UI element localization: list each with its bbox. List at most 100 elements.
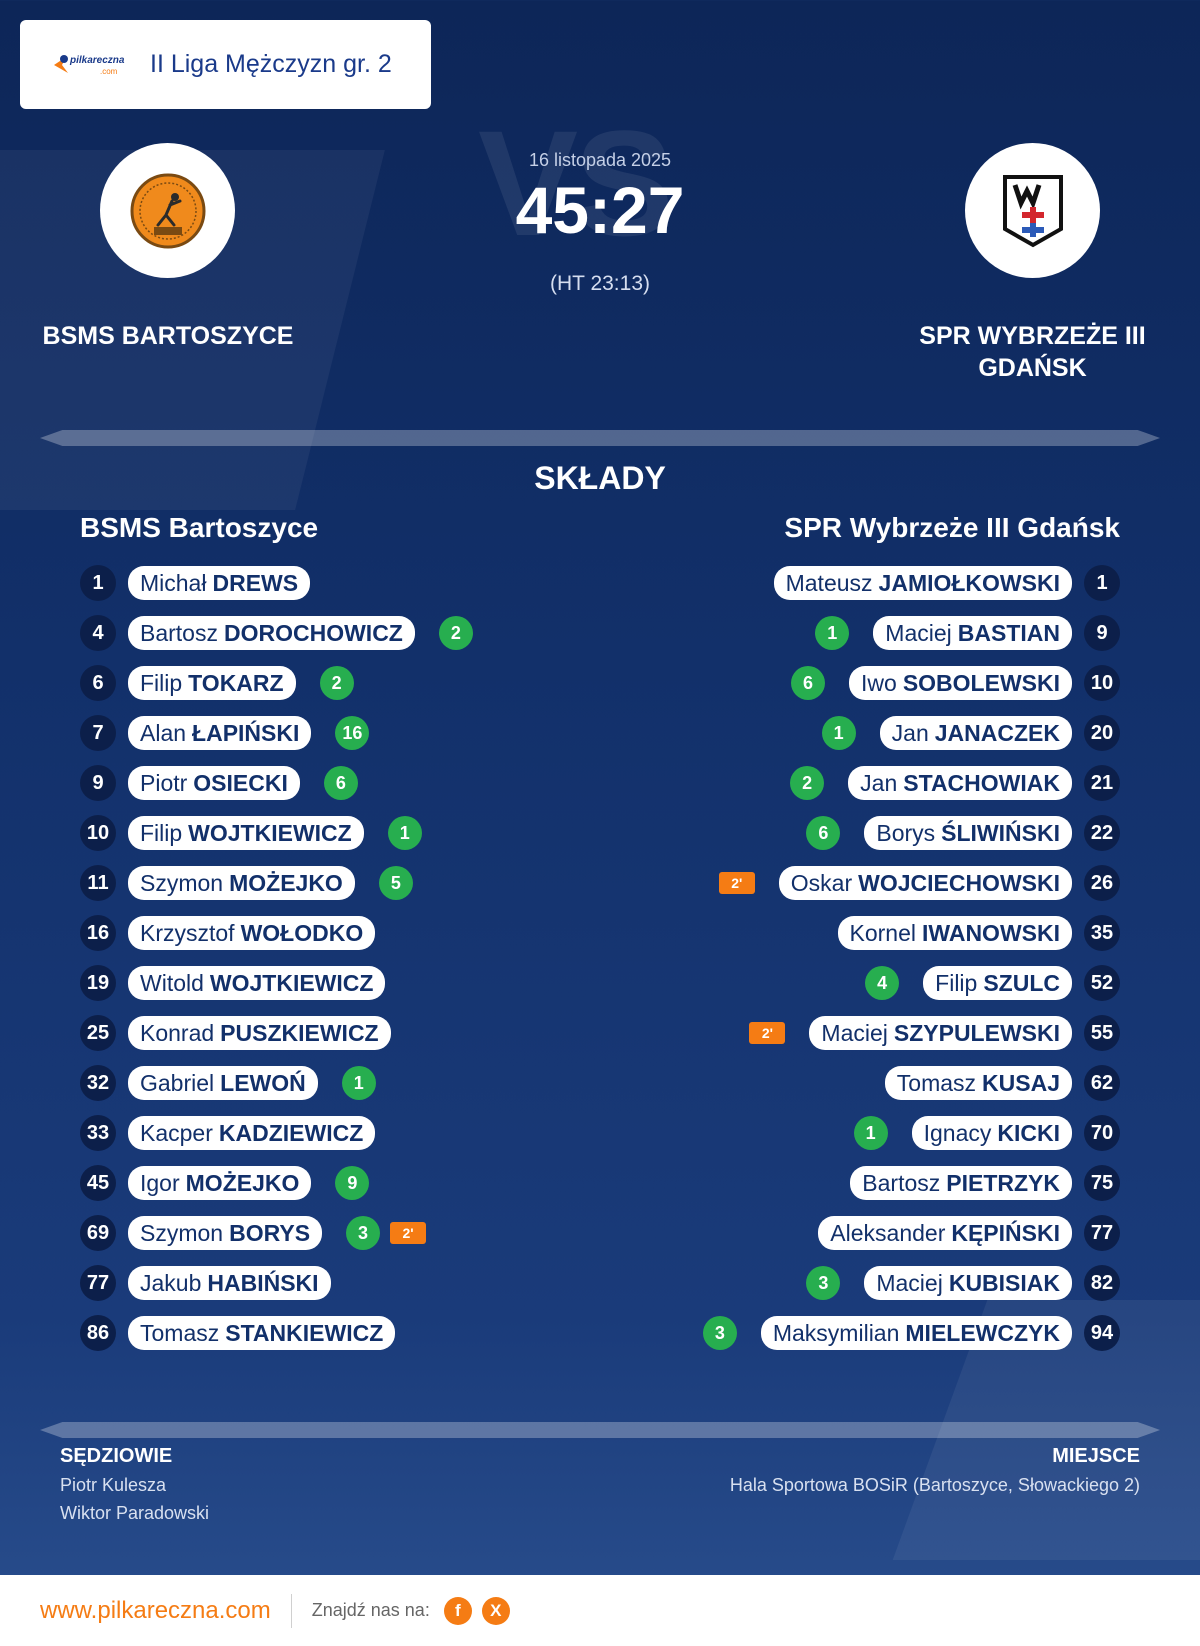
player-row: 6 Filip TOKARZ 2	[80, 658, 473, 708]
player-row: 19 Witold WOJTKIEWICZ	[80, 958, 473, 1008]
player-row: Mateusz JAMIOŁKOWSKI 1	[703, 558, 1120, 608]
x-icon[interactable]: X	[481, 1596, 510, 1625]
player-row: 3 Maksymilian MIELEWCZYK 94	[702, 1308, 1120, 1358]
player-first-name: Mateusz	[785, 569, 873, 596]
website-link[interactable]: www.pilkareczna.com	[40, 1596, 271, 1624]
player-number: 19	[80, 965, 116, 1001]
player-number: 1	[80, 565, 116, 601]
player-last-name: TOKARZ	[188, 669, 284, 696]
player-number: 22	[1084, 815, 1120, 851]
player-name: Filip SZULC	[923, 966, 1072, 1000]
section-title: SKŁADY	[534, 460, 666, 496]
player-row: 1 Jan JANACZEK 20	[703, 708, 1120, 758]
player-last-name: WOJCIECHOWSKI	[858, 869, 1060, 896]
away-team-crest	[965, 143, 1100, 278]
player-name: Ignacy KICKI	[911, 1116, 1072, 1150]
player-last-name: WOJTKIEWICZ	[209, 969, 374, 996]
venue-title: MIEJSCE	[1052, 1445, 1140, 1467]
player-row: 77 Jakub HABIŃSKI	[80, 1258, 473, 1308]
find-us-label: Znajdź nas na:	[311, 1600, 430, 1620]
away-lineup: Mateusz JAMIOŁKOWSKI 1 1 Maciej BASTIAN 9 6 Iwo S…	[702, 558, 1120, 1358]
player-name: Iwo SOBOLEWSKI	[849, 666, 1072, 700]
player-name: Kacper KADZIEWICZ	[128, 1116, 376, 1150]
player-first-name: Filip	[140, 819, 183, 846]
player-last-name: DREWS	[212, 569, 299, 596]
player-number: 70	[1084, 1115, 1120, 1151]
player-number: 32	[80, 1065, 116, 1101]
player-name: Mateusz JAMIOŁKOWSKI	[773, 566, 1072, 600]
goals-badge: 1	[815, 616, 850, 650]
player-last-name: SOBOLEWSKI	[902, 669, 1060, 696]
player-last-name: OSIECKI	[193, 769, 288, 796]
player-number: 9	[80, 765, 116, 801]
player-number: 10	[80, 815, 116, 851]
player-first-name: Bartosz	[862, 1169, 941, 1196]
player-name: Piotr OSIECKI	[128, 766, 300, 800]
player-last-name: BORYS	[229, 1219, 311, 1246]
player-first-name: Jan	[860, 769, 898, 796]
player-first-name: Kornel	[849, 919, 916, 946]
referee-name: Wiktor Paradowski	[60, 1503, 210, 1523]
player-row: 7 Alan ŁAPIŃSKI 16	[80, 708, 473, 758]
facebook-icon[interactable]: f	[443, 1596, 472, 1625]
player-first-name: Tomasz	[140, 1319, 220, 1346]
wybrzeze-logo-icon	[1002, 174, 1063, 247]
player-row: Tomasz KUSAJ 62	[703, 1058, 1120, 1108]
footer-separator	[290, 1593, 292, 1628]
player-name: Krzysztof WOŁODKO	[128, 916, 376, 950]
player-name: Bartosz PIETRZYK	[850, 1166, 1072, 1200]
player-number: 20	[1084, 715, 1120, 751]
player-row: 33 Kacper KADZIEWICZ	[80, 1108, 473, 1158]
player-name: Filip WOJTKIEWICZ	[128, 816, 364, 850]
player-last-name: SZULC	[983, 969, 1060, 996]
goals-badge: 3	[346, 1216, 381, 1250]
player-last-name: WOJTKIEWICZ	[188, 819, 352, 846]
player-last-name: KĘPIŃSKI	[951, 1219, 1060, 1246]
player-name: Michał DREWS	[128, 566, 311, 600]
player-number: 16	[80, 915, 116, 951]
suspension-badge: 2'	[718, 872, 755, 894]
player-first-name: Krzysztof	[140, 919, 235, 946]
player-name: Jakub HABIŃSKI	[128, 1266, 331, 1300]
player-last-name: SZYPULEWSKI	[893, 1019, 1060, 1046]
player-number: 33	[80, 1115, 116, 1151]
player-name: Witold WOJTKIEWICZ	[128, 966, 386, 1000]
goals-badge: 2	[319, 666, 354, 700]
player-first-name: Filip	[935, 969, 978, 996]
home-team-name: BSMS BARTOSZYCE	[42, 322, 294, 350]
bsms-logo-icon	[130, 173, 205, 248]
player-number: 7	[80, 715, 116, 751]
player-row: 1 Maciej BASTIAN 9	[703, 608, 1120, 658]
player-name: Borys ŚLIWIŃSKI	[864, 816, 1072, 850]
player-number: 69	[80, 1215, 116, 1251]
player-first-name: Tomasz	[896, 1069, 977, 1096]
divider	[40, 1422, 1160, 1438]
player-last-name: JAMIOŁKOWSKI	[878, 569, 1060, 596]
player-name: Maciej KUBISIAK	[864, 1266, 1072, 1300]
player-last-name: STACHOWIAK	[903, 769, 1060, 796]
player-row: 6 Borys ŚLIWIŃSKI 22	[703, 808, 1120, 858]
player-first-name: Alan	[140, 719, 187, 746]
player-row: 2 Jan STACHOWIAK 21	[703, 758, 1120, 808]
player-name: Gabriel LEWOŃ	[128, 1066, 318, 1100]
player-first-name: Gabriel	[140, 1069, 215, 1096]
goals-badge: 6	[323, 766, 358, 800]
goals-badge: 1	[821, 716, 856, 750]
suspension-badge: 2'	[390, 1222, 427, 1244]
player-last-name: MOŻEJKO	[229, 869, 343, 896]
player-number: 75	[1084, 1165, 1120, 1201]
player-last-name: MOŻEJKO	[185, 1169, 300, 1196]
player-name: Bartosz DOROCHOWICZ	[128, 616, 415, 650]
referee-name: Piotr Kulesza	[60, 1475, 167, 1495]
player-first-name: Piotr	[140, 769, 188, 796]
player-row: 6 Iwo SOBOLEWSKI 10	[703, 658, 1120, 708]
divider	[40, 430, 1160, 446]
player-first-name: Maciej	[821, 1019, 888, 1046]
goals-badge: 1	[387, 816, 422, 850]
logo-text: pilkareczna	[70, 54, 125, 66]
player-number: 10	[1084, 665, 1120, 701]
player-last-name: KICKI	[997, 1119, 1060, 1146]
referees-title: SĘDZIOWIE	[60, 1445, 173, 1467]
player-last-name: BASTIAN	[957, 619, 1060, 646]
player-row: 25 Konrad PUSZKIEWICZ	[80, 1008, 473, 1058]
